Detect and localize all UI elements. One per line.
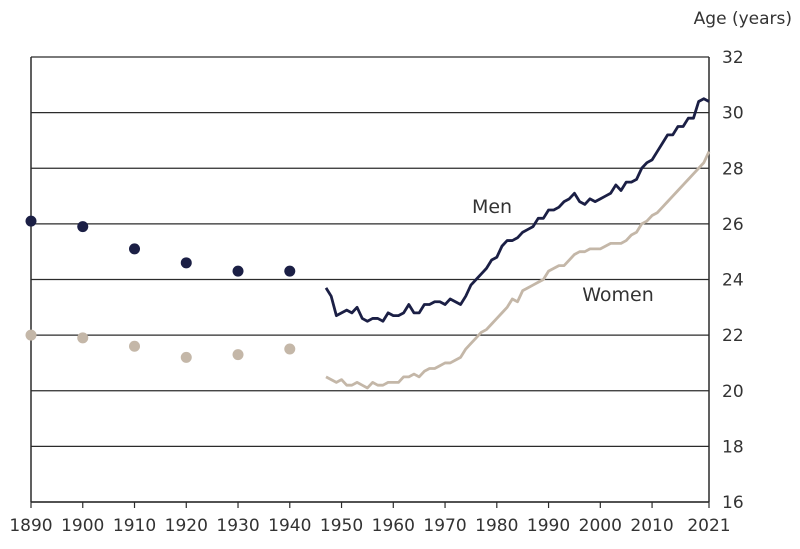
x-tick-label: 1990	[527, 516, 570, 536]
x-tick-label: 1950	[320, 516, 363, 536]
y-tick-label: 28	[722, 159, 744, 179]
data-point-men	[129, 243, 141, 255]
x-tick-label: 1920	[165, 516, 208, 536]
data-point-women	[129, 340, 141, 352]
x-tick-label: 1970	[423, 516, 466, 536]
data-point-women	[77, 332, 89, 344]
x-tick-label: 1980	[475, 516, 518, 536]
y-tick-label: 18	[722, 437, 744, 457]
y-tick-label: 16	[722, 493, 744, 513]
series-label-men: Men	[472, 196, 512, 218]
y-tick-label: 32	[722, 48, 744, 68]
y-tick-label: 24	[722, 271, 744, 291]
series-label-women: Women	[582, 284, 654, 306]
x-tick-label: 2000	[579, 516, 622, 536]
series-line-women	[325, 150, 711, 390]
x-tick-label: 1910	[113, 516, 156, 536]
x-axis-ticks: 1890 1900 1910 1920 1930 1940 1950 1960 1970 1980…	[9, 502, 731, 536]
data-point-women	[284, 343, 296, 355]
data-point-men	[284, 265, 296, 277]
data-point-men	[180, 257, 192, 269]
x-tick-label: 2010	[630, 516, 673, 536]
y-tick-label: 30	[722, 104, 744, 124]
y-axis-title: Age (years)	[694, 9, 792, 29]
x-tick-label: 1890	[9, 516, 52, 536]
x-tick-label: 1940	[268, 516, 311, 536]
x-tick-label: 2021	[687, 516, 730, 536]
x-tick-label: 1930	[216, 516, 259, 536]
gridlines	[31, 56, 709, 503]
x-tick-label: 1960	[372, 516, 415, 536]
series-line-men	[324, 97, 710, 323]
y-tick-label: 22	[722, 326, 744, 346]
data-point-men	[232, 265, 244, 277]
data-point-men	[77, 221, 89, 233]
series-layer	[25, 97, 711, 390]
y-tick-label: 26	[722, 215, 744, 235]
y-tick-label: 20	[722, 382, 744, 402]
x-tick-label: 1900	[61, 516, 104, 536]
data-point-men	[25, 215, 37, 227]
data-point-women	[25, 329, 37, 341]
y-axis-ticks: 16 18 20 22 24 26 28 30 32	[722, 48, 744, 513]
data-point-women	[232, 349, 244, 361]
data-point-women	[180, 351, 192, 363]
